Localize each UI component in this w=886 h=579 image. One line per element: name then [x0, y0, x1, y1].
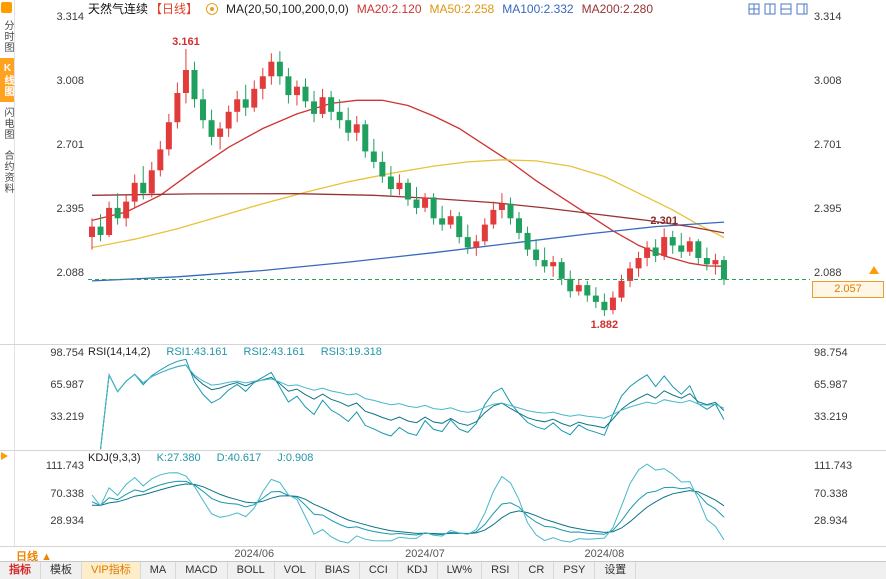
ma200-value: MA200:2.280	[581, 1, 653, 16]
layout-sidebar-icon[interactable]	[796, 3, 808, 15]
rsi-axis-label-left: 33.219	[50, 410, 84, 423]
low-price-annotation: 1.882	[590, 319, 619, 332]
tab-RSI[interactable]: RSI	[482, 562, 520, 579]
left-chart-type-rail: 分时图 K线图 闪电图 合约资料	[0, 0, 15, 546]
sidebar-item-contract-info[interactable]: 合约资料	[2, 150, 13, 194]
sidebar-item-kline-chart[interactable]: K线图	[0, 58, 14, 102]
y-axis-label-right: 2.701	[814, 139, 842, 151]
kdj-axis-label-right: 70.338	[814, 487, 848, 500]
tab-CCI[interactable]: CCI	[360, 562, 398, 579]
ma-line-MA100	[91, 221, 725, 282]
last-price-box: 2.057	[812, 281, 884, 298]
chart-mode-icon[interactable]	[206, 2, 219, 15]
tab-模板[interactable]: 模板	[41, 562, 82, 579]
kdj-date-separator	[0, 546, 886, 547]
tab-指标[interactable]: 指标	[0, 562, 41, 579]
rsi-panel-header: RSI(14,14,2) RSI1:43.161 RSI2:43.161 RSI…	[88, 346, 382, 358]
candles-layer	[89, 48, 727, 316]
tab-KDJ[interactable]: KDJ	[398, 562, 438, 579]
instrument-title: 天然气连续	[88, 2, 149, 16]
period-arrow-icon: ▲	[41, 551, 52, 563]
rsi1-value: RSI1:43.161	[166, 346, 228, 358]
kdj-params-label: KDJ(9,3,3)	[88, 452, 141, 464]
kdj-axis-label-left: 111.743	[45, 460, 84, 472]
kdj-k-value: K:27.380	[156, 452, 201, 464]
peak-price-annotation: 3.161	[172, 35, 200, 48]
ma-lines-layer	[91, 99, 725, 282]
sidebar-item-lightning-chart[interactable]: 闪电图	[2, 107, 13, 140]
tab-设置[interactable]: 设置	[595, 562, 637, 579]
tab-VOL[interactable]: VOL	[275, 562, 316, 579]
rsi-axis-label-left: 98.754	[50, 347, 84, 359]
ma-line-MA50	[91, 159, 725, 249]
tab-MACD[interactable]: MACD	[176, 562, 228, 579]
ma100-value: MA100:2.332	[502, 1, 574, 16]
y-axis-label-right: 2.395	[814, 202, 842, 215]
layout-hsplit-icon[interactable]	[780, 3, 792, 15]
kdj-axis-label-right: 111.743	[814, 460, 853, 472]
layout-vsplit-icon[interactable]	[764, 3, 776, 15]
rsi-axis-label-right: 98.754	[814, 347, 848, 359]
layout-icons-group	[748, 3, 808, 15]
last-price-arrow-icon	[869, 266, 879, 274]
tab-LW%[interactable]: LW%	[438, 562, 483, 579]
rsi-params-label: RSI(14,14,2)	[88, 346, 151, 358]
y-axis-label-right: 3.314	[814, 11, 842, 23]
rsi-kdj-separator	[0, 450, 886, 451]
y-axis-label-left: 3.314	[56, 11, 84, 23]
rsi-axis-label-left: 65.987	[50, 378, 84, 391]
x-axis-label: 2024/08	[584, 548, 625, 560]
layout-grid-icon[interactable]	[748, 3, 760, 15]
period-tag: 【日线】	[150, 2, 199, 16]
rsi3-value: RSI3:19.318	[320, 346, 382, 358]
tab-BIAS[interactable]: BIAS	[316, 562, 360, 579]
sidebar-item-time-chart[interactable]: 分时图	[2, 20, 13, 53]
rsi-axis-label-right: 33.219	[814, 410, 848, 423]
tab-PSY[interactable]: PSY	[554, 562, 596, 579]
kdj-panel-marker-icon[interactable]	[1, 452, 8, 460]
kdj-axis-label-right: 28.934	[814, 515, 848, 527]
y-axis-label-right: 3.008	[814, 74, 842, 87]
y-axis-label-left: 2.701	[56, 139, 84, 151]
indicator-tab-bar: 指标 模板 VIP指标 MA MACD BOLL VOL BIAS CCI KDJ LW% RSI CR…	[0, 561, 886, 579]
rsi-axis-label-right: 65.987	[814, 378, 848, 391]
kdj-j-value: J:0.908	[277, 452, 314, 464]
swing-high-annotation: 2.301	[650, 214, 678, 227]
app-corner-icon[interactable]	[1, 2, 12, 13]
kdj-panel-header: KDJ(9,3,3) K:27.380 D:40.617 J:0.908	[88, 452, 313, 464]
period-selector[interactable]: 日线 ▲	[16, 548, 52, 564]
period-label: 日线	[16, 551, 38, 563]
chart-header: 天然气连续 【日线】 MA(20,50,100,200,0,0) MA20:2.1…	[88, 1, 653, 17]
rsi-lines-layer	[100, 358, 725, 450]
ma-line-MA20	[91, 99, 725, 267]
tab-CR[interactable]: CR	[519, 562, 555, 579]
tab-MA[interactable]: MA	[141, 562, 177, 579]
kdj-axis-label-left: 28.934	[50, 515, 84, 527]
rsi2-value: RSI2:43.161	[243, 346, 305, 358]
tab-VIP指标[interactable]: VIP指标	[82, 562, 141, 579]
ma-line-MA200	[91, 193, 725, 234]
y-axis-label-left: 3.008	[56, 74, 84, 87]
tab-BOLL[interactable]: BOLL	[228, 562, 275, 579]
y-axis-label-right: 2.088	[814, 267, 842, 279]
x-axis-label: 2024/06	[234, 548, 275, 560]
ma50-value: MA50:2.258	[429, 1, 495, 16]
y-axis-label-left: 2.395	[56, 202, 84, 215]
ma20-value: MA20:2.120	[356, 1, 422, 16]
kdj-d-value: D:40.617	[216, 452, 262, 464]
main-rsi-separator	[0, 344, 886, 345]
ma-params-label: MA(20,50,100,200,0,0)	[226, 1, 349, 16]
kdj-lines-layer	[91, 463, 725, 544]
x-axis-label: 2024/07	[405, 548, 445, 560]
y-axis-label-left: 2.088	[56, 267, 84, 279]
kdj-axis-label-left: 70.338	[50, 487, 84, 500]
